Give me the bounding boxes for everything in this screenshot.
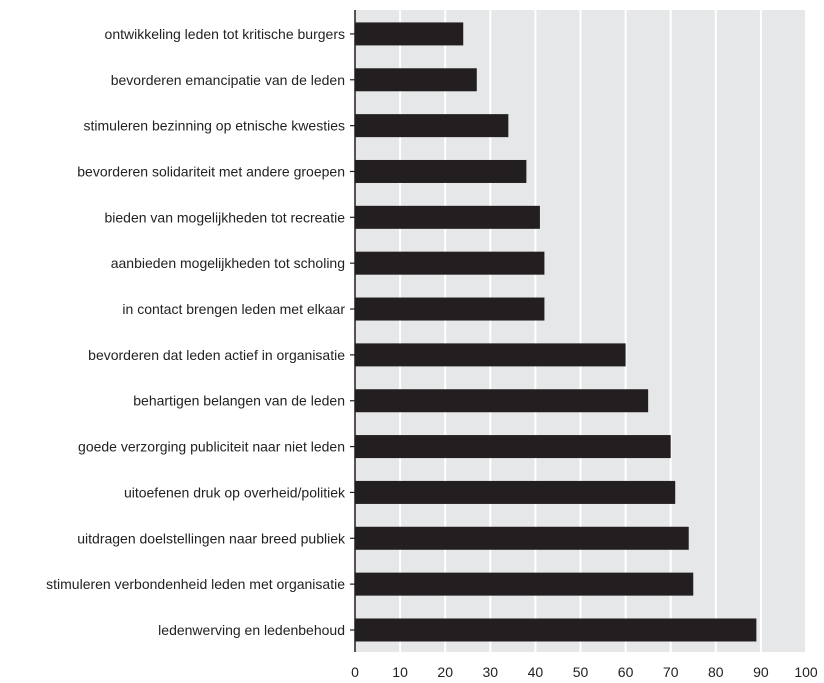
y-axis: ontwikkeling leden tot kritische burgers… — [46, 10, 356, 652]
bar — [355, 572, 694, 596]
x-tick-label: 90 — [753, 664, 769, 680]
category-label: goede verzorging publiciteit naar niet l… — [78, 439, 345, 455]
bar — [355, 480, 676, 504]
category-label: bevorderen solidariteit met andere groep… — [77, 163, 345, 179]
bar — [355, 205, 540, 229]
x-tick-label: 60 — [618, 664, 634, 680]
x-tick-label: 0 — [351, 664, 359, 680]
bar — [355, 343, 626, 367]
category-label: bevorderen emancipatie van de leden — [111, 72, 345, 88]
x-tick-label: 50 — [573, 664, 589, 680]
category-label: stimuleren verbondenheid leden met organ… — [46, 576, 345, 592]
bar — [355, 618, 757, 642]
x-tick-label: 100 — [794, 664, 818, 680]
category-label: uitoefenen druk op overheid/politiek — [124, 484, 346, 500]
bar — [355, 68, 477, 92]
x-tick-label: 70 — [663, 664, 679, 680]
x-tick-label: 10 — [392, 664, 408, 680]
category-label: aanbieden mogelijkheden tot scholing — [111, 255, 345, 271]
x-axis-ticks: 0 10 20 30 40 50 60 70 80 90 100 — [351, 664, 818, 680]
bar — [355, 526, 689, 550]
bar — [355, 251, 545, 275]
x-tick-label: 20 — [437, 664, 453, 680]
category-label: bevorderen dat leden actief in organisat… — [88, 347, 345, 363]
category-label: bieden van mogelijkheden tot recreatie — [105, 209, 346, 225]
bar — [355, 22, 464, 46]
bar — [355, 297, 545, 321]
category-label: behartigen belangen van de leden — [133, 393, 345, 409]
bar — [355, 389, 649, 413]
category-label: ontwikkeling leden tot kritische burgers — [105, 26, 345, 42]
x-tick-label: 80 — [708, 664, 724, 680]
x-tick-label: 40 — [528, 664, 544, 680]
bar — [355, 435, 671, 459]
bar — [355, 159, 527, 183]
category-label: in contact brengen leden met elkaar — [122, 301, 345, 317]
category-label: uitdragen doelstellingen naar breed publ… — [77, 530, 346, 546]
bar — [355, 114, 509, 138]
category-label: ledenwerving en ledenbehoud — [158, 622, 345, 638]
x-tick-label: 30 — [483, 664, 499, 680]
bars — [355, 22, 757, 642]
category-label: stimuleren bezinning op etnische kwestie… — [84, 118, 345, 134]
